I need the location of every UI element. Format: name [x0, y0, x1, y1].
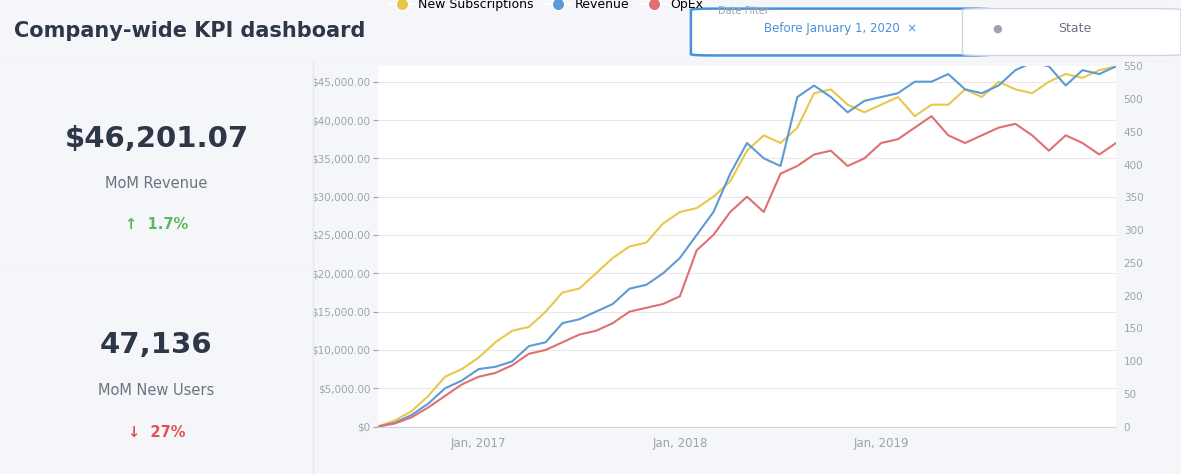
Text: State: State	[1058, 22, 1091, 36]
Text: ●: ●	[992, 24, 1001, 34]
Text: Before January 1, 2020  ×: Before January 1, 2020 ×	[764, 22, 918, 36]
Text: ↑  1.7%: ↑ 1.7%	[125, 217, 188, 232]
Text: MoM New Users: MoM New Users	[98, 383, 215, 398]
Legend: New Subscriptions, Revenue, OpEx: New Subscriptions, Revenue, OpEx	[384, 0, 709, 17]
FancyBboxPatch shape	[963, 9, 1181, 55]
Text: 47,136: 47,136	[100, 331, 213, 359]
Text: Company-wide KPI dashboard: Company-wide KPI dashboard	[14, 21, 366, 41]
FancyBboxPatch shape	[691, 9, 992, 55]
Text: ↓  27%: ↓ 27%	[128, 425, 185, 440]
Text: MoM Revenue: MoM Revenue	[105, 176, 208, 191]
Text: Date Filter: Date Filter	[718, 6, 769, 16]
Text: $46,201.07: $46,201.07	[64, 125, 249, 153]
